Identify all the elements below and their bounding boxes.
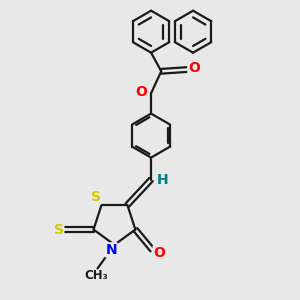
Text: O: O bbox=[135, 85, 147, 99]
Text: O: O bbox=[188, 61, 200, 75]
Text: N: N bbox=[105, 243, 117, 257]
Text: O: O bbox=[153, 246, 165, 260]
Text: CH₃: CH₃ bbox=[84, 269, 108, 282]
Text: H: H bbox=[157, 172, 169, 187]
Text: S: S bbox=[54, 223, 64, 237]
Text: S: S bbox=[92, 190, 101, 203]
